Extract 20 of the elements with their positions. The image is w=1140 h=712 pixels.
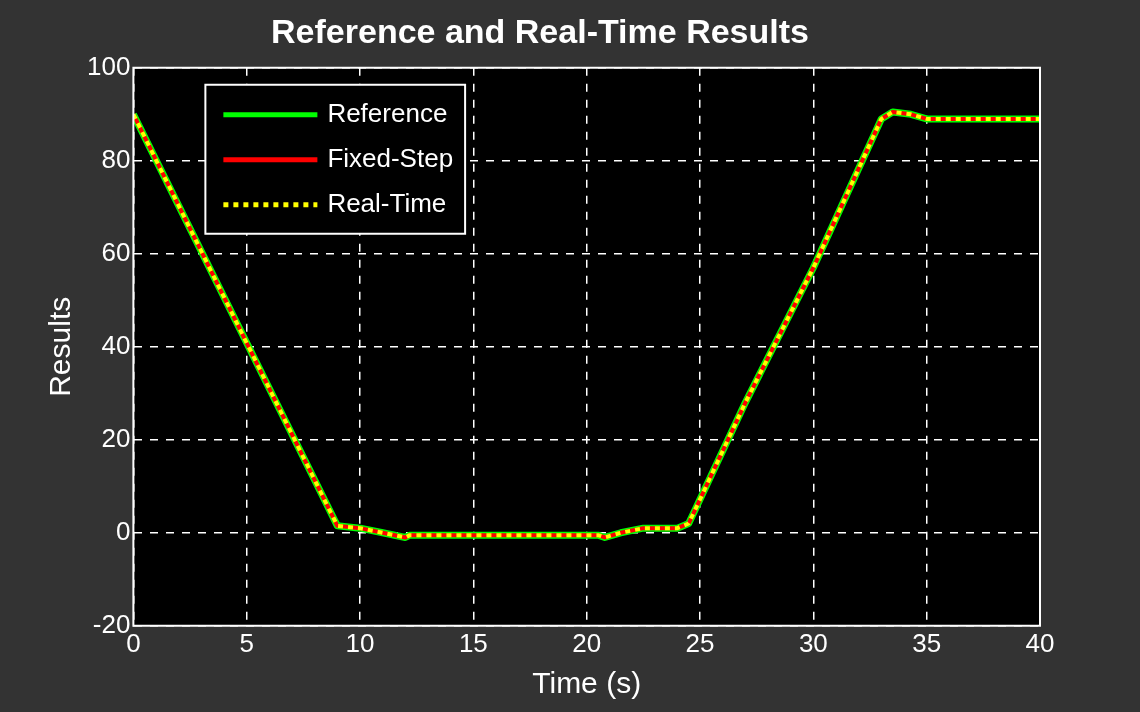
y-tick-label: 40 bbox=[101, 329, 131, 360]
chart-title: Reference and Real-Time Results bbox=[271, 11, 809, 50]
x-tick-label: 40 bbox=[1025, 627, 1055, 658]
x-tick-label: 15 bbox=[458, 627, 488, 658]
x-tick-label: 25 bbox=[685, 627, 715, 658]
x-tick-label: 35 bbox=[912, 627, 942, 658]
legend-label: Real-Time bbox=[327, 187, 447, 218]
legend-label: Fixed-Step bbox=[327, 142, 454, 173]
y-tick-label: 0 bbox=[115, 515, 131, 546]
legend-label: Reference bbox=[327, 97, 448, 128]
y-tick-label: 20 bbox=[101, 422, 131, 453]
x-tick-label: 5 bbox=[239, 627, 254, 658]
y-axis-title: Results bbox=[43, 296, 77, 397]
y-tick-label: 100 bbox=[86, 50, 131, 81]
y-tick-label: 60 bbox=[101, 236, 131, 267]
x-tick-label: 20 bbox=[572, 627, 602, 658]
x-axis-title: Time (s) bbox=[532, 666, 642, 700]
x-tick-label: 30 bbox=[798, 627, 828, 658]
x-tick-label: 10 bbox=[345, 627, 375, 658]
y-tick-label: 80 bbox=[101, 143, 131, 174]
